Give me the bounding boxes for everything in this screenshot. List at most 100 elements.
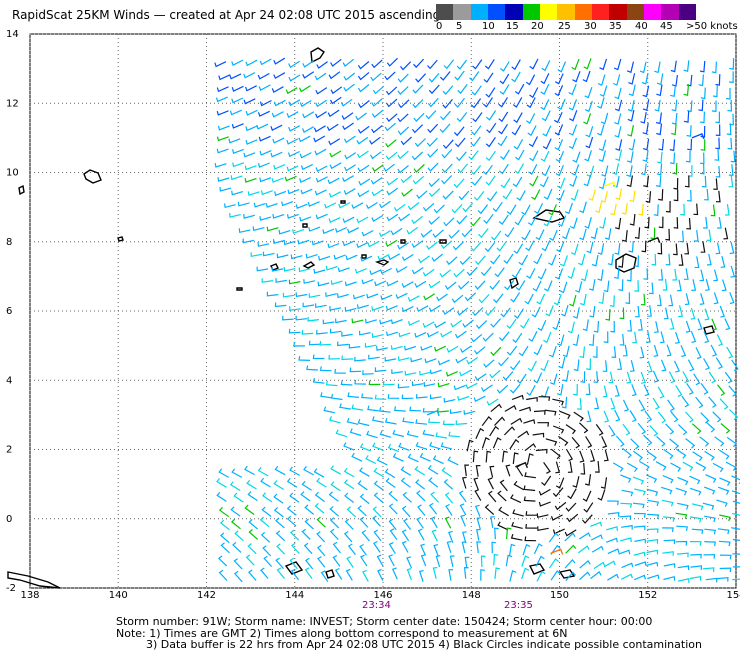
wind-barb	[484, 360, 495, 367]
wind-barb	[612, 163, 618, 174]
wind-barb	[275, 466, 285, 475]
wind-barb	[316, 503, 325, 513]
wind-barb	[711, 205, 715, 216]
wind-barb	[306, 558, 313, 569]
wind-barb	[676, 526, 687, 531]
wind-barb	[316, 100, 327, 106]
wind-barb	[448, 457, 458, 465]
wind-barb	[291, 255, 302, 259]
wind-barb	[688, 165, 692, 176]
wind-barb	[393, 568, 398, 579]
wind-barb	[372, 126, 383, 133]
wind-barb	[441, 443, 452, 450]
wind-barb	[656, 176, 661, 187]
wind-barb	[385, 357, 396, 361]
wind-barb	[294, 342, 305, 346]
wind-barb	[403, 530, 409, 541]
wind-barb	[583, 319, 588, 330]
wind-barb	[381, 295, 392, 299]
wind-barb	[317, 517, 325, 527]
wind-barb	[317, 62, 328, 68]
wind-barb	[305, 519, 313, 529]
wind-barb	[330, 506, 338, 516]
wind-barb	[702, 176, 706, 187]
wind-barb	[473, 451, 478, 462]
wind-barb	[399, 100, 409, 108]
wind-barb	[358, 506, 366, 516]
wind-barb	[602, 166, 608, 177]
wind-barb	[615, 243, 620, 254]
wind-barb	[432, 530, 437, 541]
wind-barb	[568, 489, 577, 499]
wind-barb	[571, 165, 578, 175]
wind-barb	[427, 138, 437, 146]
wind-barb	[677, 553, 688, 557]
wind-barb	[457, 60, 466, 69]
wind-barb	[641, 164, 646, 175]
wind-barb	[669, 372, 674, 383]
wind-barb	[555, 139, 563, 149]
wind-barb	[451, 556, 455, 567]
wind-barb	[568, 267, 575, 278]
wind-barb	[627, 151, 633, 162]
wind-barb	[238, 202, 249, 206]
wind-barb	[497, 242, 506, 251]
wind-barb	[264, 556, 271, 566]
wind-barb	[563, 370, 569, 381]
wind-barb	[673, 244, 677, 255]
wind-barb	[445, 282, 456, 289]
wind-barb	[595, 202, 601, 213]
wind-barb	[331, 280, 342, 284]
wind-barb	[498, 491, 506, 501]
wind-barb	[329, 139, 340, 145]
wind-barb	[580, 572, 590, 579]
wind-barb	[405, 346, 416, 350]
wind-barb	[421, 230, 432, 237]
wind-barb	[690, 488, 700, 495]
wind-barb	[729, 176, 733, 187]
wind-barb	[419, 529, 425, 540]
y-tick-label: -2	[6, 583, 16, 594]
wind-barb	[615, 126, 621, 137]
wind-barb	[525, 294, 533, 304]
wind-barb	[629, 85, 635, 96]
wind-barb	[477, 518, 481, 529]
wind-barb	[402, 189, 413, 196]
wind-barb	[417, 191, 428, 198]
wind-barb	[329, 355, 340, 359]
wind-barb	[514, 113, 523, 123]
wind-barb	[259, 111, 270, 116]
wind-barb	[490, 427, 499, 436]
wind-barb	[676, 488, 686, 495]
wind-barb	[435, 322, 446, 328]
wind-barb	[566, 425, 575, 434]
wind-barb	[511, 495, 521, 503]
wind-barb	[409, 454, 419, 462]
wind-barb	[419, 256, 430, 263]
wind-barb	[429, 85, 439, 93]
wind-barb	[638, 423, 645, 434]
wind-barb	[308, 317, 319, 321]
wind-barb	[557, 384, 563, 395]
wind-barb	[557, 241, 564, 251]
wind-barb	[595, 461, 599, 472]
wind-barb	[467, 267, 477, 275]
wind-barb	[479, 294, 489, 302]
wind-barb	[410, 407, 421, 411]
wind-barb	[513, 333, 522, 342]
wind-barb	[586, 436, 592, 447]
wind-barb	[274, 494, 283, 503]
wind-barb	[687, 75, 692, 86]
wind-barb	[402, 478, 411, 487]
wind-barb	[517, 374, 526, 383]
wind-barb	[672, 113, 677, 124]
wind-barb	[446, 517, 451, 528]
wind-barb	[674, 178, 678, 189]
wind-barb	[542, 111, 550, 121]
wind-barb	[399, 214, 410, 221]
wind-barb	[527, 454, 533, 465]
wind-barb	[662, 528, 673, 532]
wind-barb	[587, 166, 594, 177]
wind-barb	[300, 86, 311, 92]
wind-barb	[358, 481, 367, 490]
